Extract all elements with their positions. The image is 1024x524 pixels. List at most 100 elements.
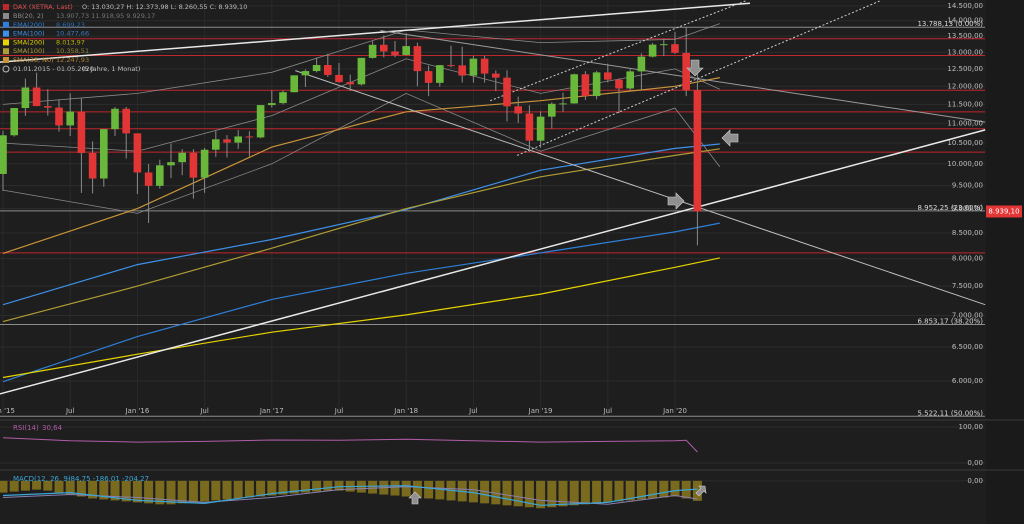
y-tick-label: 10.000,00 [947,160,983,168]
legend-icon [3,39,9,46]
macd-histogram-bar [625,480,635,501]
candle-body [268,103,276,106]
macd-histogram-bar [401,480,411,497]
macd-histogram-bar [536,480,546,509]
legend-name: EMA(200) [13,21,45,29]
x-tick-label: Jan '20 [662,407,687,415]
period-icon [2,65,10,73]
trendline [295,70,986,306]
chart-title: DAX (XETRA, Last) [13,3,73,11]
macd-histogram-bar [155,480,165,505]
macd-histogram-bar [368,480,378,494]
candle-body [592,72,601,97]
legend-icon [3,21,9,28]
plot-layer [0,0,986,509]
macd-histogram-bar [659,480,669,498]
macd-histogram-bar [233,480,243,499]
macd-histogram-bar [614,480,624,502]
legend-name: SMA(200) [13,38,45,46]
candle-body [312,65,321,72]
y-tick-label: 11.000,00 [947,119,983,127]
rsi-tick-label: 0,00 [967,459,983,467]
y-tick-label: 14.500,00 [947,2,983,10]
candle-body [111,108,119,130]
candle-body [245,136,254,138]
y-tick-label: 11.500,00 [947,100,983,108]
candle-body [660,44,668,46]
fib-label: 6.853,17 (38.20%) [917,317,983,325]
y-tick-label: 7.500,00 [952,282,983,290]
legend-icon [3,57,9,63]
candle-body [32,87,41,107]
candle-body [200,149,209,178]
y-tick-label: 7.000,00 [952,311,983,319]
candle-body [682,52,690,91]
macd-histogram-bar [99,480,109,500]
x-tick-label: Jan '17 [259,407,284,415]
candle-body [55,107,63,126]
candle-body [122,108,130,134]
y-tick-label: 13.000,00 [947,48,983,56]
candle-body [21,87,30,109]
candle-body [212,139,220,150]
candle-body [368,44,377,58]
x-tick-label: Jan '19 [528,407,553,415]
legend-icon [3,13,9,19]
legend: DAX (XETRA, Last) O: 13.030,27 H: 12.373… [2,3,247,73]
candle-body [536,116,545,141]
moving-average [2,257,720,379]
macd-histogram-bar [424,480,434,499]
candle-body [447,65,455,67]
x-tick-label: Jan '16 [124,407,149,415]
macd-histogram-bar [54,480,64,493]
candle-body [324,65,332,75]
moving-average [2,143,720,306]
macd-histogram-bar [289,480,299,494]
macd-histogram-bar [256,480,266,497]
y-tick-label: 9.500,00 [952,182,983,190]
candle-body [223,139,231,143]
last-price-tag [986,205,1022,218]
macd-histogram-bar [300,480,310,493]
candle-body [413,46,422,72]
arrow-left [721,129,739,147]
legend-name: EMA(100) [13,30,45,38]
fib-label: 13.788,13 (0.00%) [917,20,983,28]
candle-body [189,152,198,178]
macd-line [2,485,698,506]
candle-body [615,79,623,89]
rsi-line [2,437,698,453]
candle-body [156,165,164,186]
candle-body [626,71,634,89]
candle-body [44,106,52,108]
macd-histogram-bar [76,480,86,497]
macd-histogram-bar [32,480,42,490]
trendline [490,0,746,102]
legend-value: 12.247,93 [56,56,89,64]
candle-body [402,46,410,55]
macd-histogram-bar [390,480,400,496]
trendline [0,2,751,63]
candle-body [671,44,679,53]
candle-body [436,65,444,83]
macd-histogram-bar [267,480,277,496]
candle-body [559,103,567,105]
macd-name: MACD(12, 26, 9) [13,475,71,483]
candle-body [380,44,388,52]
macd-histogram-bar [65,480,75,495]
candle-body [133,133,142,173]
macd-histogram-bar [132,480,142,503]
rsi-name: RSI(14) [13,424,39,432]
candle-body [335,74,343,83]
macd-histogram-bar [88,480,98,499]
macd-histogram-bar [480,480,490,504]
arrow-diag [695,485,707,497]
macd-histogram-bar [435,480,445,500]
x-tick-label: Jul [65,407,75,415]
candle-body [88,152,97,179]
candle-body [480,58,489,74]
macd-histogram-bar [166,480,176,505]
macd-histogram-bar [200,480,210,502]
